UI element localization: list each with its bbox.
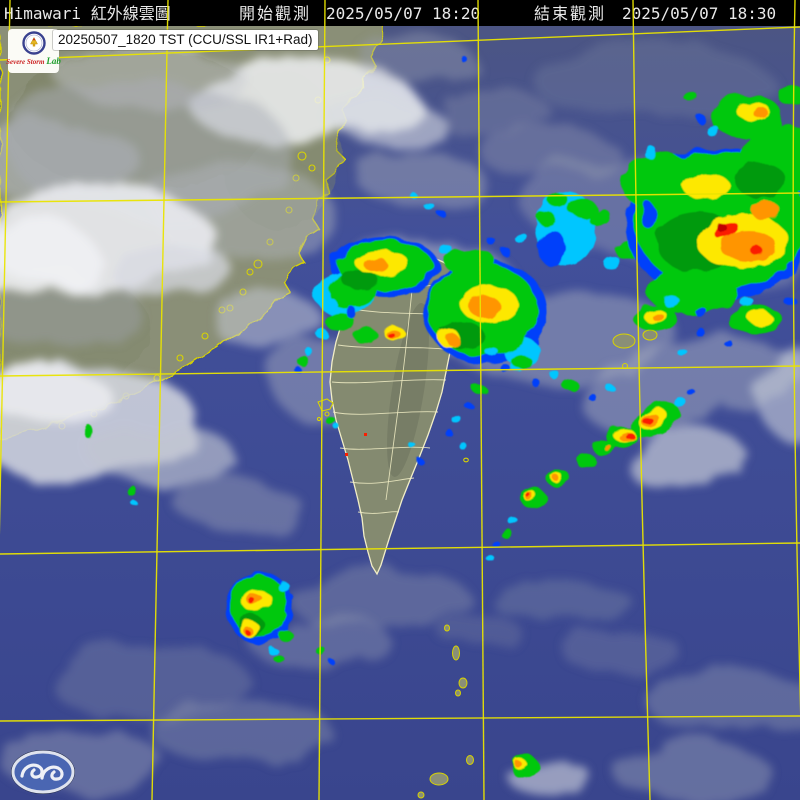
ccu-storm-lab-logo: Severe Storm Lab bbox=[6, 29, 61, 73]
station-marks bbox=[345, 433, 367, 456]
product-title: Himawari 紅外線雲圖 bbox=[4, 4, 171, 23]
outlying-islands bbox=[316, 329, 658, 799]
storm-swirl-logo-icon bbox=[11, 750, 75, 794]
radar-echo-overlay bbox=[86, 57, 800, 778]
ccu-seal-icon bbox=[21, 31, 46, 55]
storm-lab-script-text: Severe Storm bbox=[6, 58, 45, 66]
obs-start-time: 2025/05/07 18:20 bbox=[326, 4, 480, 23]
storm-lab-word: Lab bbox=[46, 56, 61, 66]
obs-start-label: 開始觀測 bbox=[239, 4, 311, 23]
obs-end-label: 結束觀測 bbox=[534, 4, 606, 23]
title-bar: Himawari 紅外線雲圖 開始觀測 2025/05/07 18:20 結束觀… bbox=[0, 0, 800, 26]
timestamp-label: 20250507_1820 TST (CCU/SSL IR1+Rad) bbox=[53, 30, 318, 50]
obs-end-time: 2025/05/07 18:30 bbox=[622, 4, 776, 23]
